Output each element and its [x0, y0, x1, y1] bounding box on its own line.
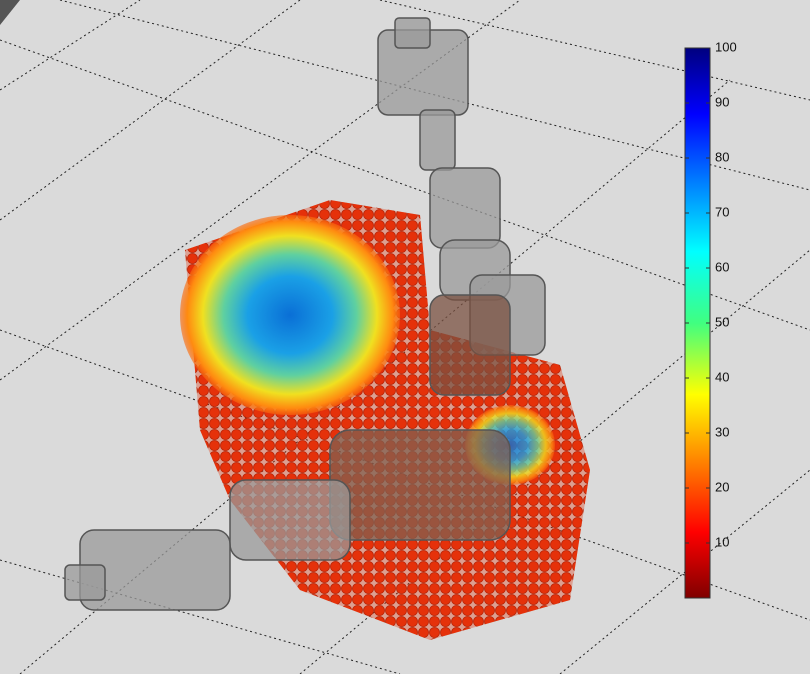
robot-arm — [64, 17, 546, 611]
colorbar-tick-label: 50 — [715, 314, 729, 329]
colorbar-tick-label: 100 — [715, 39, 737, 54]
corner — [0, 0, 20, 25]
colorbar-tick-label: 60 — [715, 259, 729, 274]
colorbar-tick-label: 70 — [715, 204, 729, 219]
colorbar-tick-label: 20 — [715, 479, 729, 494]
colorbar-tick-label: 10 — [715, 534, 729, 549]
colorbar-tick-label: 30 — [715, 424, 729, 439]
colorbar-tick-label: 90 — [715, 94, 729, 109]
colorbar-tick-label: 40 — [715, 369, 729, 384]
colorbar-tick-label: 80 — [715, 149, 729, 164]
